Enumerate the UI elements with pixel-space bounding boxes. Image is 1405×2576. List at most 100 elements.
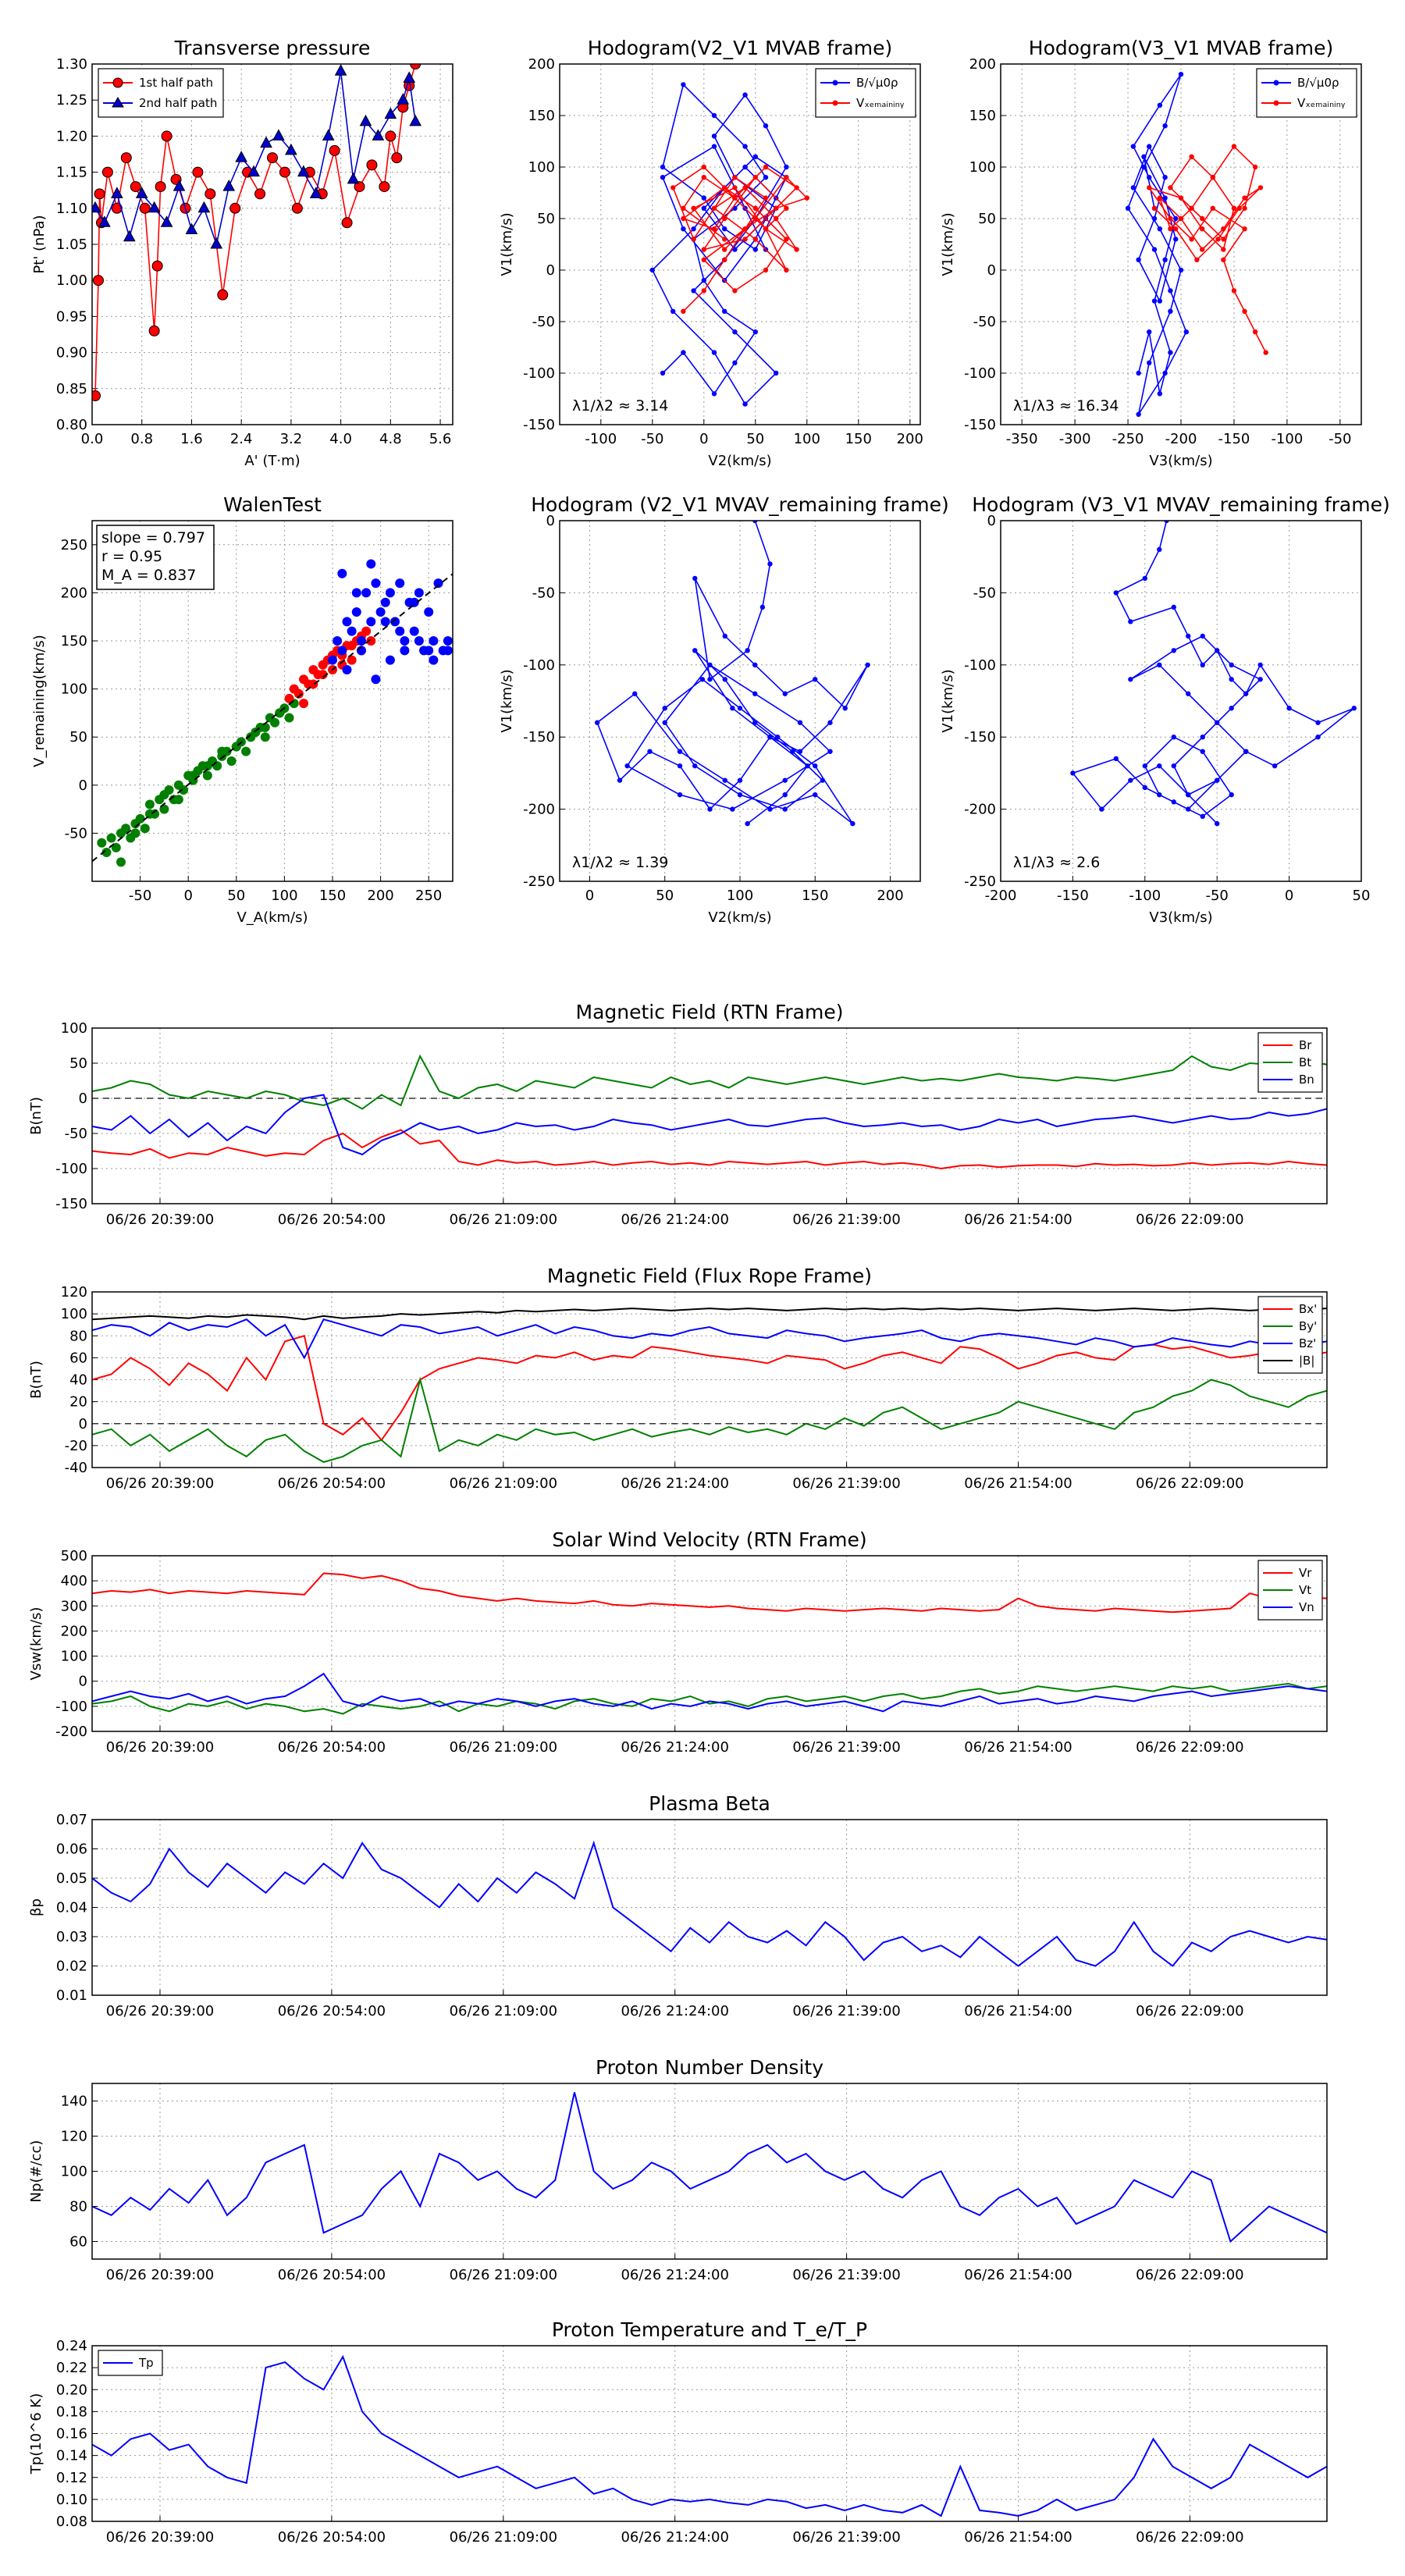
data-point [341, 217, 353, 229]
data-point [1178, 72, 1184, 77]
axes-frame [91, 1555, 1328, 1732]
plot-area [92, 64, 422, 402]
data-point [722, 633, 727, 639]
data-point [1200, 633, 1205, 639]
data-point [732, 329, 738, 335]
data-point [284, 693, 294, 703]
data-point [813, 677, 818, 682]
data-point [1351, 706, 1357, 711]
data-point [1147, 360, 1152, 365]
data-point [1113, 756, 1119, 762]
data-point [429, 655, 439, 665]
chart-h1: Hodogram(V2_V1 MVAB frame) -150 -100 -50 0 50… [499, 37, 923, 469]
data-point [1136, 411, 1141, 417]
series-line [92, 1682, 1327, 1715]
data-point [701, 288, 706, 294]
data-point [745, 648, 750, 653]
data-point [1229, 677, 1234, 682]
data-point [366, 159, 378, 171]
data-point [380, 617, 390, 627]
data-point [784, 164, 789, 170]
data-point [173, 795, 183, 805]
data-point [774, 205, 779, 211]
data-point [752, 154, 758, 159]
legend-marker [112, 97, 124, 108]
data-point [1189, 154, 1194, 159]
y-axis-label: V_remaining(km/s) [31, 635, 48, 767]
series-B/√μ0ρ [1125, 72, 1189, 417]
y-tick-label: 20 [69, 1394, 87, 1411]
data-point [424, 646, 434, 656]
data-point [742, 226, 748, 232]
data-point [272, 129, 285, 141]
data-point [1186, 633, 1191, 639]
y-tick-label: 0.04 [56, 1900, 87, 1916]
series-line [596, 521, 869, 824]
y-tick-label: 1.05 [56, 237, 87, 253]
data-point [1200, 662, 1205, 667]
x-tick-label: 06/26 22:09:00 [1136, 2529, 1243, 2546]
data-point [681, 308, 686, 314]
data-point [212, 761, 222, 771]
grid [92, 1291, 1327, 1468]
y-tick-label: -100 [523, 657, 555, 674]
plot-area [1070, 521, 1357, 827]
y-tick-label: 250 [61, 537, 87, 553]
y-tick-label: -50 [65, 825, 87, 841]
data-point [745, 820, 750, 827]
y-tick-label: -50 [532, 585, 555, 601]
legend-marker [832, 100, 838, 106]
series-B [594, 521, 870, 827]
legend-box [98, 68, 224, 118]
data-point [333, 636, 343, 646]
data-point [293, 688, 304, 699]
data-point [371, 674, 381, 685]
plot-area [92, 2354, 1327, 2517]
data-point [1147, 175, 1152, 180]
series-line [92, 1308, 1327, 1321]
x-tick-label: 06/26 20:39:00 [106, 1212, 214, 1228]
data-point [1215, 777, 1220, 783]
y-tick-label: 200 [61, 585, 87, 601]
data-point [1231, 288, 1237, 294]
x-tick-label: 06/26 21:24:00 [621, 2267, 728, 2283]
data-point [1200, 749, 1205, 754]
data-point [850, 820, 855, 827]
data-point [395, 626, 405, 636]
y-tick-label: -50 [65, 1126, 87, 1142]
chart-tpt: Proton Temperature and T_e/T_P 0.08 0.10 0.… [28, 2318, 1328, 2546]
y-tick-label: 140 [61, 2094, 87, 2110]
data-point [681, 205, 686, 211]
data-point [111, 187, 123, 198]
data-point [1257, 185, 1264, 190]
chart-title: WalenTest [223, 493, 322, 516]
axes-frame [91, 1291, 1328, 1468]
data-point [130, 181, 141, 193]
chart-title: Hodogram(V3_V1 MVAB frame) [1029, 37, 1333, 59]
data-point [1157, 662, 1162, 667]
data-point [202, 761, 212, 771]
data-point [111, 202, 123, 214]
data-point [1221, 257, 1226, 262]
data-point [660, 164, 666, 170]
data-point [267, 152, 278, 164]
plot-area [649, 82, 810, 407]
data-point [1252, 164, 1258, 170]
y-axis-label: V1(km/s) [940, 212, 956, 276]
data-point [309, 187, 322, 198]
x-tick-label: 06/26 21:24:00 [621, 1739, 728, 1756]
data-point [1194, 257, 1200, 262]
x-tick-label: 1.6 [180, 431, 203, 447]
y-tick-label: 0.12 [56, 2470, 87, 2486]
data-point [1142, 575, 1148, 582]
x-tick-label: 4.8 [379, 431, 402, 447]
data-point [299, 699, 309, 709]
y-tick-label: 0 [546, 513, 555, 529]
legend-label: Bz' [1299, 1336, 1316, 1350]
x-tick-label: 06/26 22:09:00 [1136, 2267, 1243, 2283]
data-point [1173, 226, 1179, 232]
data-point [752, 662, 758, 667]
data-point [594, 720, 600, 725]
data-point [217, 746, 227, 756]
y-tick-label: 50 [69, 729, 87, 745]
